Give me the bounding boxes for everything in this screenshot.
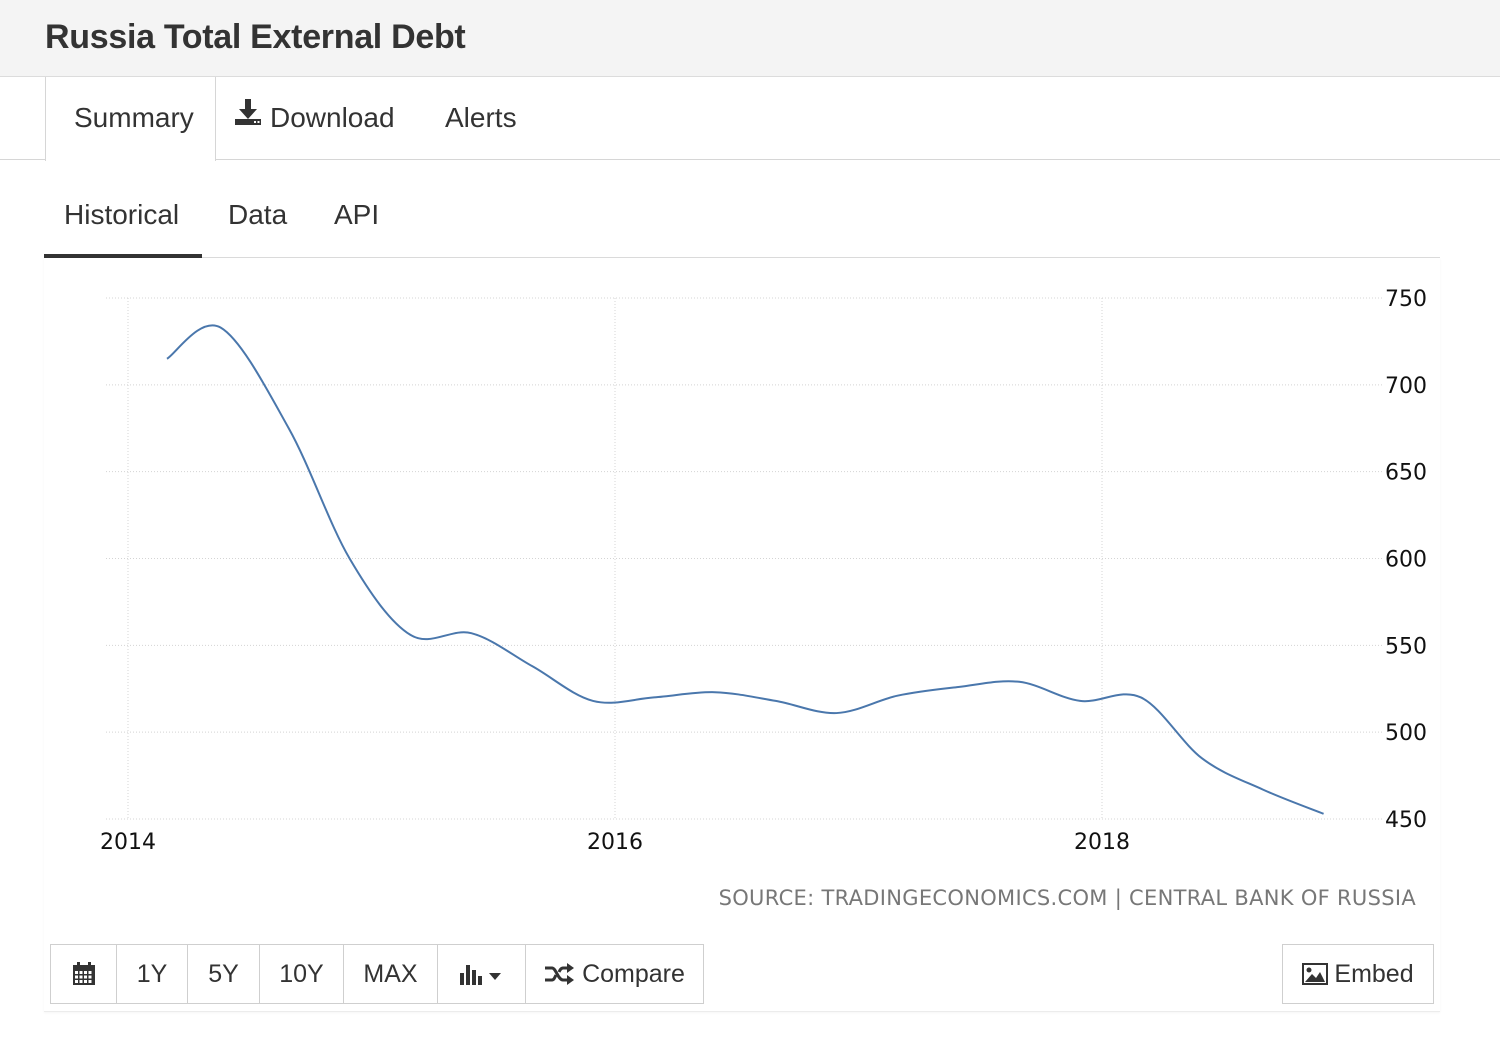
tab-summary[interactable]: Summary xyxy=(45,77,216,161)
x-tick-label: 2014 xyxy=(100,830,156,855)
download-icon xyxy=(234,76,262,158)
series-line[interactable] xyxy=(166,324,1324,815)
chart-toolbar: 1Y 5Y 10Y MAX Compare xyxy=(50,944,704,1004)
sub-tabs: Historical Data API xyxy=(44,180,1440,258)
page-title: Russia Total External Debt xyxy=(45,18,466,56)
tab-data-label: Data xyxy=(228,199,288,230)
embed-button[interactable]: Embed xyxy=(1282,944,1434,1004)
y-tick-label: 450 xyxy=(1385,808,1427,833)
range-10y-button[interactable]: 10Y xyxy=(260,945,344,1003)
y-tick-label: 750 xyxy=(1385,287,1427,312)
range-5y-button[interactable]: 5Y xyxy=(188,945,260,1003)
x-tick-label: 2018 xyxy=(1074,830,1130,855)
tab-summary-label: Summary xyxy=(74,102,194,133)
line-chart[interactable]: 450 500 550 600 650 700 750 2014 2016 2018 xyxy=(44,258,1440,858)
tab-alerts[interactable]: Alerts xyxy=(445,77,517,160)
tab-data[interactable]: Data xyxy=(228,180,287,257)
range-max-button[interactable]: MAX xyxy=(344,945,438,1003)
tab-api-label: API xyxy=(334,199,380,230)
tab-download[interactable]: Download xyxy=(234,77,395,160)
shuffle-icon xyxy=(545,963,575,985)
y-tick-label: 650 xyxy=(1385,461,1427,486)
y-tick-label: 500 xyxy=(1385,721,1427,746)
main-tabs: Summary Download Alerts xyxy=(0,77,1500,161)
chart-panel: 450 500 550 600 650 700 750 2014 2016 2018 SOURCE… xyxy=(44,258,1440,1012)
compare-label: Compare xyxy=(582,959,685,988)
title-bar: Russia Total External Debt xyxy=(0,0,1500,77)
tab-historical[interactable]: Historical xyxy=(44,180,202,258)
tab-alerts-label: Alerts xyxy=(445,102,517,133)
calendar-icon xyxy=(72,962,95,985)
tab-historical-label: Historical xyxy=(64,199,180,230)
x-tick-label: 2016 xyxy=(587,830,643,855)
source-text: SOURCE: TRADINGECONOMICS.COM | CENTRAL B… xyxy=(718,886,1416,910)
chart-type-button[interactable] xyxy=(438,945,526,1003)
image-icon xyxy=(1302,963,1329,985)
y-tick-label: 550 xyxy=(1385,634,1427,659)
tab-download-label: Download xyxy=(270,102,395,133)
embed-label: Embed xyxy=(1334,959,1414,988)
compare-button[interactable]: Compare xyxy=(526,945,703,1003)
y-tick-label: 700 xyxy=(1385,374,1427,399)
range-1y-button[interactable]: 1Y xyxy=(117,945,188,1003)
calendar-button[interactable] xyxy=(51,945,117,1003)
tab-api[interactable]: API xyxy=(334,180,379,257)
y-tick-label: 600 xyxy=(1385,548,1427,573)
bar-chart-icon xyxy=(459,965,501,985)
